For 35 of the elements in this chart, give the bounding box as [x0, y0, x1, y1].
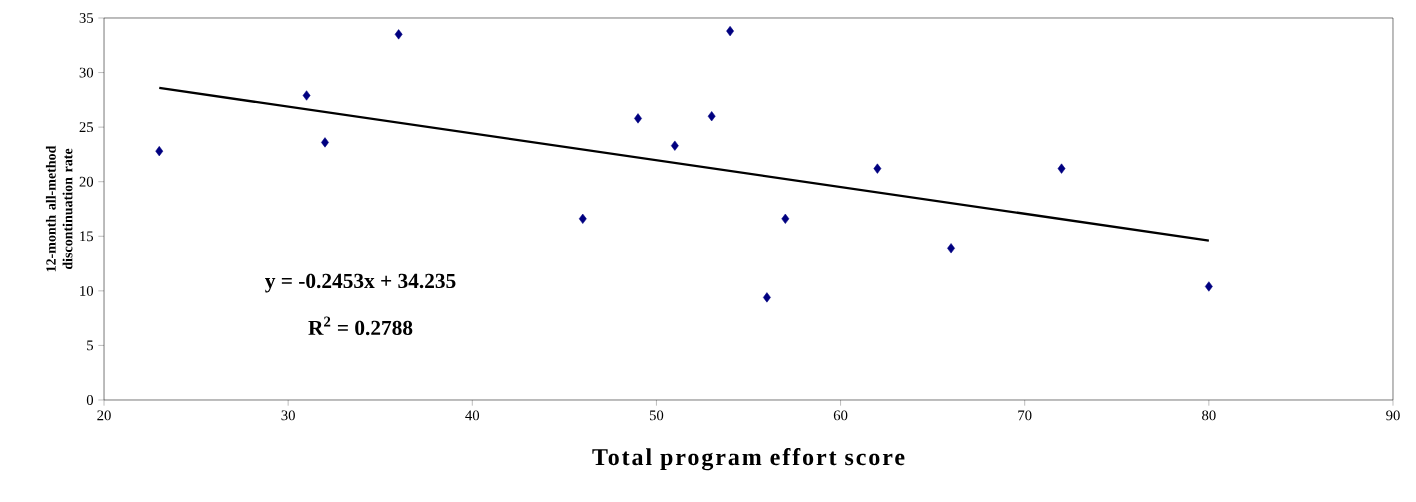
y-tick-label: 20	[79, 176, 94, 187]
y-tick-label: 30	[79, 67, 94, 78]
point	[321, 137, 329, 148]
point	[634, 113, 642, 124]
y-tick-label: 15	[80, 231, 94, 242]
point	[394, 29, 403, 40]
x-tick-label: 40	[465, 410, 480, 421]
x-tick-label: 70	[1018, 410, 1032, 421]
x-tick-label: 30	[281, 410, 295, 421]
x-tick-label: 20	[97, 410, 111, 421]
point	[707, 111, 716, 122]
x-axis-title: Total program effort score	[592, 448, 905, 471]
x-tick-label: 60	[833, 410, 848, 421]
y-tick-label: 35	[79, 13, 94, 23]
point	[726, 26, 734, 37]
point	[781, 213, 790, 224]
annotation: R$^{2}$ = 0.2788	[308, 316, 413, 336]
x-tick-label: 90	[1386, 410, 1400, 421]
point	[578, 213, 587, 224]
point	[763, 292, 771, 303]
point	[302, 90, 311, 101]
y-tick-label: 25	[79, 122, 94, 133]
y-tick-label: 10	[80, 285, 94, 296]
point	[1057, 163, 1066, 174]
point	[947, 243, 955, 254]
point	[670, 140, 679, 151]
y-axis-title: 12-month all-method discontinuation rate	[45, 145, 73, 272]
x-tick-label: 50	[649, 410, 664, 421]
point	[1204, 281, 1213, 292]
point	[155, 146, 164, 157]
y-tick-label: 0	[86, 395, 94, 405]
y-tick-label: 5	[87, 340, 94, 351]
x-tick-label: 80	[1202, 410, 1216, 421]
point	[873, 163, 882, 174]
annotation: y = -0.2453x + 34.235	[265, 273, 456, 293]
